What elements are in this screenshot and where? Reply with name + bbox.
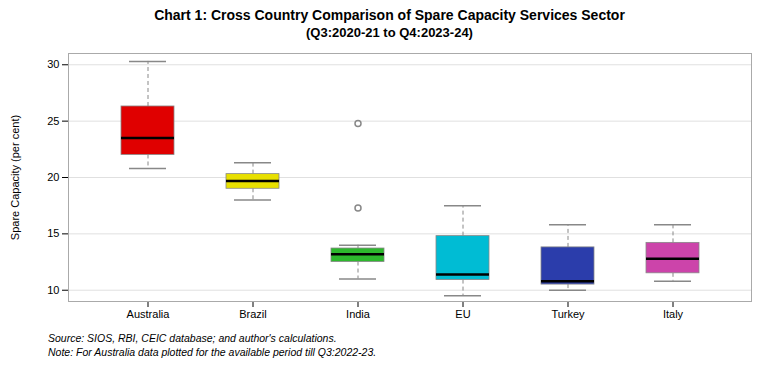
- html-text:Source: SIOS, RBI, CEIC databa: Source: SIOS, RBI, CEIC database; and au…: [48, 332, 337, 344]
- svg-text:Italy: Italy: [663, 308, 684, 320]
- svg-text:15: 15: [47, 227, 59, 239]
- svg-text:10: 10: [47, 284, 59, 296]
- html-text:Note: For Australia data plott: Note: For Australia data plotted for the…: [48, 346, 377, 358]
- svg-text:Turkey: Turkey: [551, 308, 585, 320]
- svg-text:30: 30: [47, 58, 59, 70]
- svg-text:India: India: [346, 308, 371, 320]
- svg-text:25: 25: [47, 115, 59, 127]
- html-text:(Q3:2020-21 to Q4:2023-24): (Q3:2020-21 to Q4:2023-24): [306, 25, 473, 40]
- svg-text:Australia: Australia: [127, 308, 171, 320]
- svg-text:Brazil: Brazil: [239, 308, 267, 320]
- svg-text:Spare Capacity (per cent): Spare Capacity (per cent): [9, 115, 21, 240]
- svg-text:20: 20: [47, 171, 59, 183]
- svg-text:EU: EU: [455, 308, 470, 320]
- html-text:Chart 1: Cross Country Compari: Chart 1: Cross Country Comparison of Spa…: [154, 7, 625, 23]
